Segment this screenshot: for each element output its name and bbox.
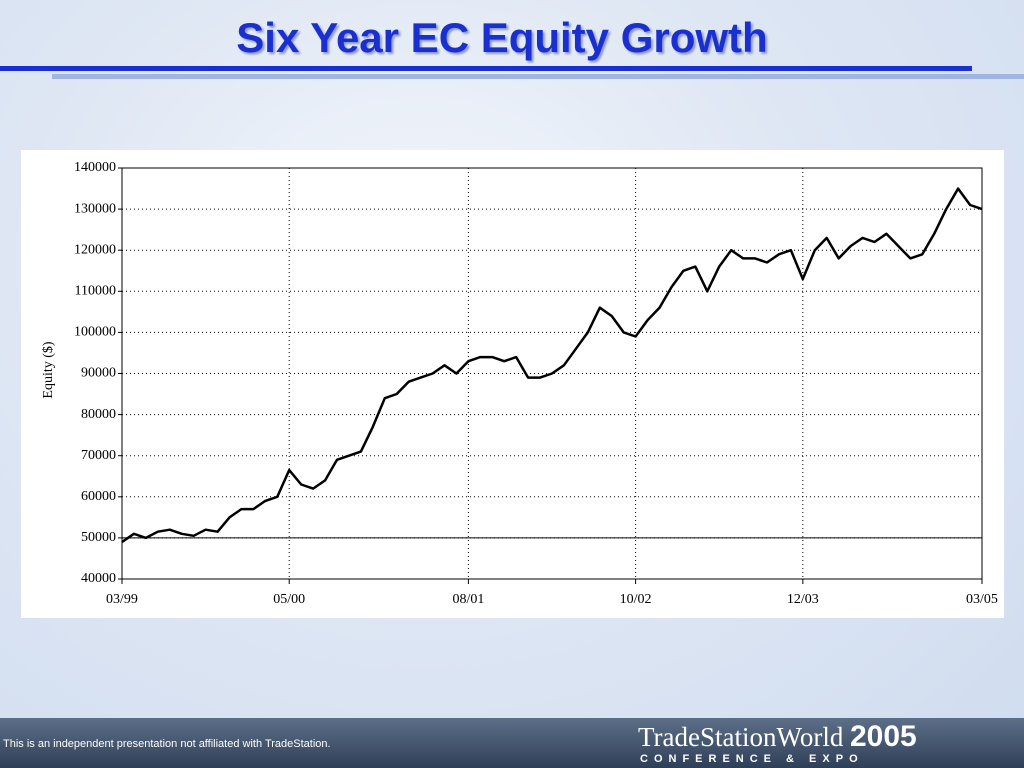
logo-name: TradeStationWorld [638, 722, 844, 752]
x-tick-label: 12/03 [787, 592, 819, 607]
y-tick-label: 40000 [81, 571, 116, 586]
y-tick-label: 110000 [75, 284, 116, 299]
logo-year: 2005 [850, 720, 917, 753]
x-tick-label: 03/05 [966, 592, 998, 607]
y-axis-label: Equity ($) [41, 341, 56, 398]
footer: This is an independent presentation not … [0, 718, 1024, 768]
title-rule [52, 74, 1024, 79]
y-tick-label: 60000 [81, 489, 116, 504]
y-tick-label: 120000 [74, 242, 116, 257]
disclaimer: This is an independent presentation not … [3, 738, 331, 750]
plot-frame [121, 167, 983, 580]
x-tick-label: 08/01 [452, 592, 484, 607]
y-tick-label: 130000 [74, 201, 116, 216]
equity-line [121, 187, 983, 544]
chart-background [21, 150, 1004, 618]
x-tick-label: 03/99 [106, 592, 138, 607]
x-tick-label: 10/02 [620, 592, 652, 607]
y-tick-label: 70000 [81, 448, 116, 463]
x-tick-label: 05/00 [273, 592, 305, 607]
slide-title: Six Year EC Equity Growth [236, 14, 768, 61]
y-tick-label: 50000 [81, 530, 116, 545]
y-tick-label: 80000 [81, 407, 116, 422]
y-tick-label: 140000 [74, 160, 116, 175]
title-rule [0, 66, 972, 71]
logo-tagline: CONFERENCE & EXPO [640, 753, 864, 765]
y-tick-label: 100000 [74, 325, 116, 340]
y-tick-label: 90000 [81, 366, 116, 381]
chart: Equity ($) 40000 50000 60000 70000 80000 9000… [21, 150, 1004, 618]
